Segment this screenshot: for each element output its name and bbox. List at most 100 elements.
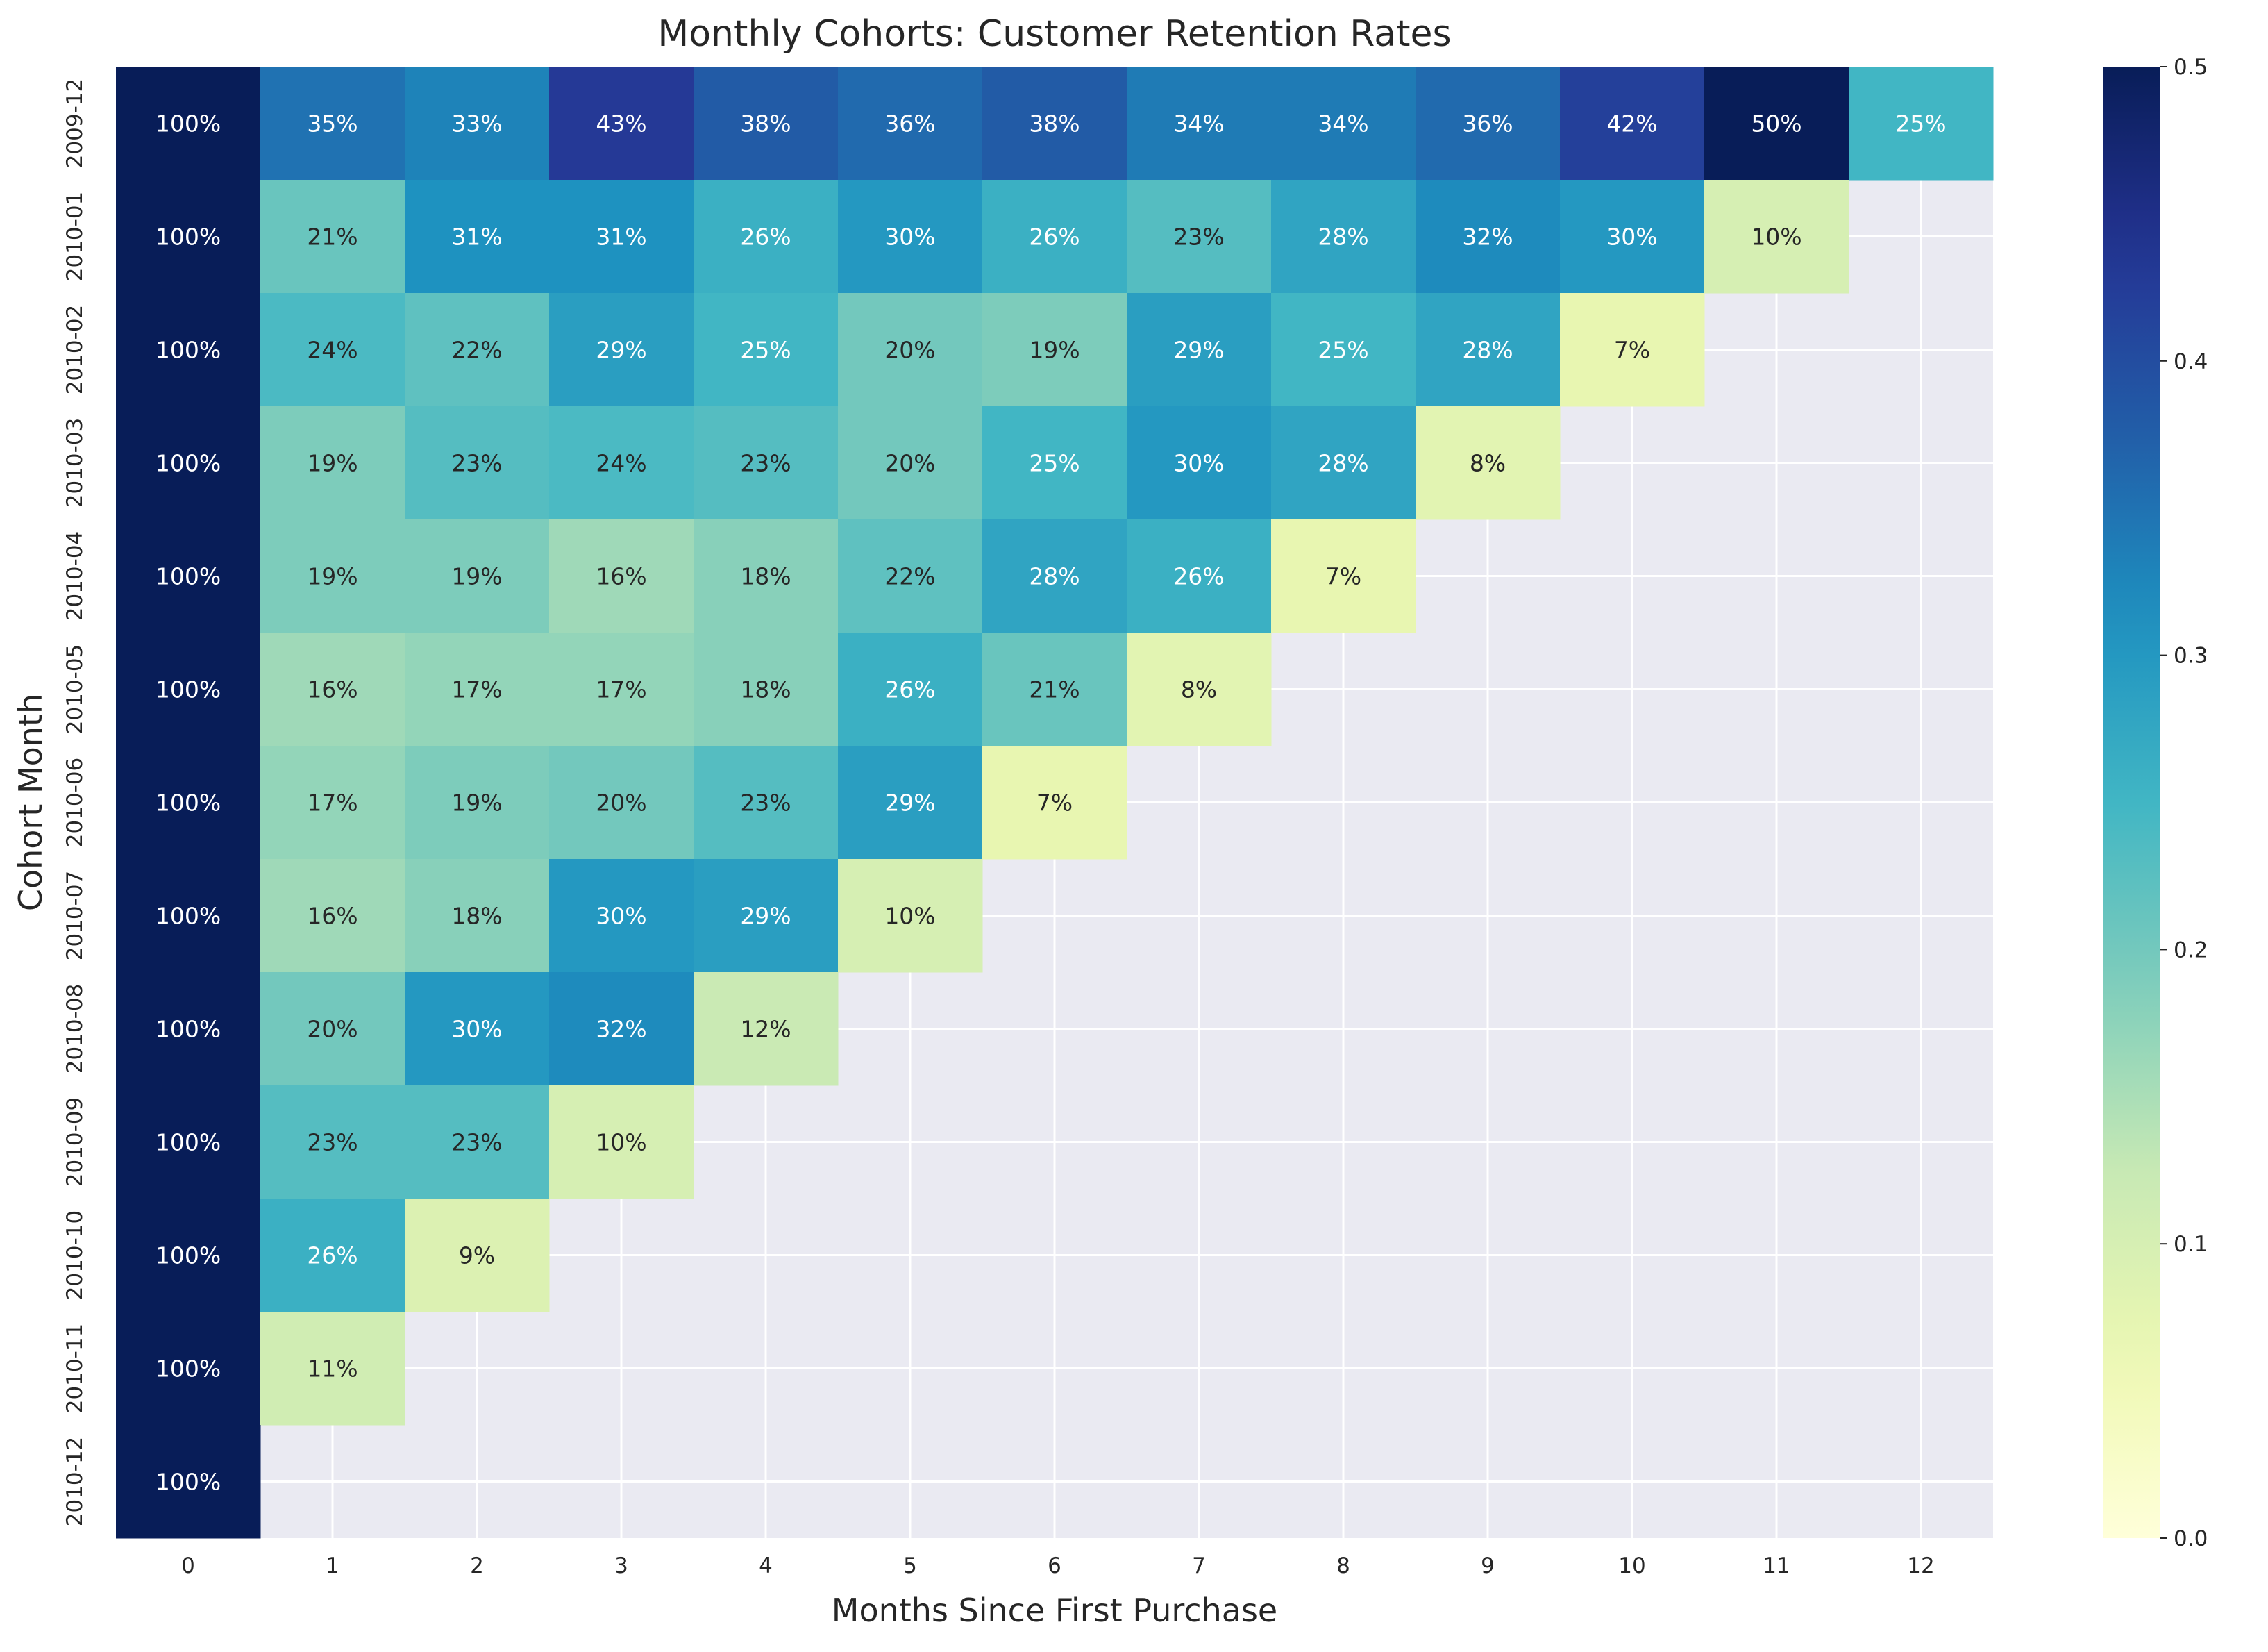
cell-value-label: 25% [1895,110,1946,137]
cell-value-label: 8% [1181,676,1217,703]
heatmap-cell [116,633,261,746]
heatmap-cell [1271,293,1416,407]
cell-value-label: 7% [1325,563,1361,590]
heatmap-cell [405,519,550,633]
heatmap-cell [982,519,1127,633]
cell-value-label: 26% [740,224,791,251]
x-tick-label: 11 [1763,1553,1790,1578]
heatmap-cell [982,633,1127,746]
heatmap-cell [260,406,405,520]
cell-value-label: 30% [884,224,935,251]
cell-value-label: 10% [1751,224,1801,251]
heatmap-cell [260,972,405,1086]
cell-value-label: 18% [740,563,791,590]
x-tick-label: 3 [614,1553,628,1578]
cell-value-label: 28% [1318,450,1368,477]
heatmap-cell [694,67,839,181]
cell-value-label: 22% [451,337,502,364]
cell-value-label: 21% [1029,676,1080,703]
cell-value-label: 31% [596,224,646,251]
cell-value-label: 24% [307,337,358,364]
heatmap-cell [838,519,983,633]
heatmap-cell [116,67,261,181]
cell-value-label: 9% [459,1242,495,1269]
heatmap-cell [116,1085,261,1199]
heatmap-cell [838,633,983,746]
cell-value-label: 7% [1036,790,1073,817]
heatmap-cell [1560,67,1705,181]
cell-value-label: 26% [884,676,935,703]
cell-value-label: 21% [307,224,358,251]
cell-value-label: 32% [1462,224,1513,251]
heatmap-cell [1416,406,1561,520]
x-tick-label: 1 [326,1553,339,1578]
cell-value-label: 30% [1606,224,1657,251]
cell-value-label: 32% [596,1016,646,1043]
cell-value-label: 100% [156,790,221,817]
heatmap-cell [1271,519,1416,633]
cell-value-label: 24% [596,450,646,477]
cell-value-label: 19% [451,790,502,817]
cell-value-label: 100% [156,1355,221,1383]
cell-value-label: 100% [156,1129,221,1156]
heatmap-cell [1271,406,1416,520]
heatmap-cell [694,859,839,973]
heatmap-cell [260,1312,405,1426]
cell-value-label: 25% [1318,337,1368,364]
cell-value-label: 20% [307,1016,358,1043]
y-axis-ticks: 2009-12 2010-01 2010-02 2010-03 2010-04 2010-… [62,78,87,1527]
cell-value-label: 16% [596,563,646,590]
cell-value-label: 30% [596,903,646,930]
heatmap-cell [116,859,261,973]
cell-value-label: 16% [307,676,358,703]
cell-value-label: 20% [884,450,935,477]
heatmap-cell [838,746,983,860]
cell-value-label: 30% [1173,450,1224,477]
heatmap-cell [1127,633,1272,746]
chart-title: Monthly Cohorts: Customer Retention Rate… [657,13,1451,55]
x-axis-title: Months Since First Purchase [832,1592,1277,1629]
cell-value-label: 28% [1462,337,1513,364]
x-tick-label: 5 [903,1553,917,1578]
cell-value-label: 100% [156,1016,221,1043]
cell-value-label: 50% [1751,110,1801,137]
heatmap-cell [549,633,694,746]
heatmap-cell [260,67,405,181]
heatmap-cell [694,293,839,407]
heatmap-cell [116,293,261,407]
cell-value-label: 10% [596,1129,646,1156]
heatmap-cell [260,293,405,407]
cell-value-label: 29% [740,903,791,930]
cell-value-label: 17% [596,676,646,703]
heatmap-cell [838,180,983,294]
cell-value-label: 23% [307,1129,358,1156]
heatmap-cell [1704,67,1849,181]
y-tick-label: 2010-04 [62,531,87,621]
cell-value-label: 31% [451,224,502,251]
heatmap-cell [116,1199,261,1312]
heatmap-cell [260,1199,405,1312]
heatmap-cell [405,1085,550,1199]
cell-value-label: 26% [1173,563,1224,590]
heatmap-cell [116,180,261,294]
heatmap-cell [116,972,261,1086]
x-tick-label: 10 [1618,1553,1645,1578]
heatmap-cell [1704,180,1849,294]
heatmap-cell [549,746,694,860]
heatmap-cell [549,293,694,407]
y-tick-label: 2010-03 [62,418,87,508]
x-tick-label: 9 [1481,1553,1495,1578]
cell-value-label: 29% [884,790,935,817]
cell-value-label: 42% [1606,110,1657,137]
heatmap-cell [405,746,550,860]
cell-value-label: 18% [451,903,502,930]
cell-value-label: 38% [1029,110,1080,137]
y-tick-label: 2010-01 [62,192,87,282]
heatmap-cell [1127,180,1272,294]
cell-value-label: 28% [1318,224,1368,251]
heatmap-cell [549,859,694,973]
heatmap-cell [405,859,550,973]
cell-value-label: 18% [740,676,791,703]
cell-value-label: 100% [156,337,221,364]
